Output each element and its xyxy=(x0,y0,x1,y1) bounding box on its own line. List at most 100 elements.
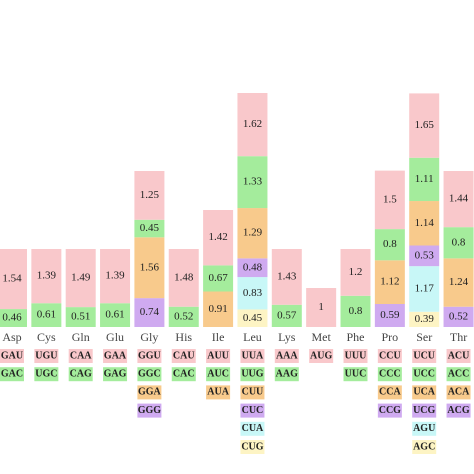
bar-segment xyxy=(65,249,96,308)
bar-segment xyxy=(237,93,268,157)
value-label: 1 xyxy=(318,301,324,313)
category-label: Met xyxy=(311,330,331,344)
codon-label: ACG xyxy=(447,405,469,416)
bar-segment xyxy=(374,303,405,327)
value-label: 1.33 xyxy=(243,176,263,188)
codon-box xyxy=(446,349,471,363)
bar-segment xyxy=(0,309,27,327)
value-label: 1.29 xyxy=(243,227,263,239)
value-label: 0.74 xyxy=(140,306,160,318)
category-label: Leu xyxy=(243,330,262,344)
codon-box xyxy=(309,349,334,363)
bar-segment xyxy=(134,219,165,238)
codon-box xyxy=(0,367,24,382)
codon-box xyxy=(377,349,402,363)
value-label: 0.91 xyxy=(208,303,227,315)
value-label: 1.42 xyxy=(208,231,227,243)
category-label: Ser xyxy=(416,330,432,344)
codon-label: UUU xyxy=(345,350,367,361)
bar-segment xyxy=(31,249,62,304)
bar-segment xyxy=(271,304,302,327)
bar-segment xyxy=(409,311,440,327)
bar-segment xyxy=(203,265,234,292)
value-label: 0.45 xyxy=(243,312,263,324)
value-label: 1.54 xyxy=(2,273,22,285)
codon-label: UCU xyxy=(413,350,435,361)
value-label: 1.39 xyxy=(37,270,57,282)
category-label: Glu xyxy=(106,330,124,344)
codon-label: UCG xyxy=(413,405,435,416)
codon-box xyxy=(34,367,59,382)
bar-segment xyxy=(237,277,268,310)
value-label: 0.51 xyxy=(71,311,90,323)
codon-label: GAC xyxy=(1,368,23,379)
value-label: 1.14 xyxy=(415,217,435,229)
bar-segment xyxy=(443,258,474,307)
codon-box xyxy=(274,349,299,363)
bar-segment xyxy=(65,307,96,327)
value-label: 0.48 xyxy=(243,261,263,273)
codon-box xyxy=(103,349,128,363)
codon-label: CCA xyxy=(379,387,401,398)
bar-segment xyxy=(0,249,27,310)
codon-box xyxy=(103,367,128,382)
codon-box xyxy=(137,385,162,400)
value-label: 0.52 xyxy=(449,310,468,322)
codon-label: GAG xyxy=(104,368,127,379)
value-label: 0.45 xyxy=(140,222,160,234)
codon-label: UCC xyxy=(413,368,435,379)
value-label: 1.5 xyxy=(383,193,397,205)
category-label: Pro xyxy=(382,330,399,344)
value-label: 1.62 xyxy=(243,118,262,130)
category-label: Gly xyxy=(140,330,158,344)
codon-label: UGC xyxy=(35,368,57,379)
value-label: 0.8 xyxy=(452,236,466,248)
codon-label: GGA xyxy=(138,387,162,398)
codon-box xyxy=(446,385,471,400)
bar-segment xyxy=(443,227,474,259)
bar-segment xyxy=(374,229,405,261)
category-label: Phe xyxy=(347,330,365,344)
bar-segment xyxy=(409,245,440,267)
codon-box xyxy=(137,349,162,363)
bar-segment xyxy=(271,249,302,305)
category-label: Cys xyxy=(37,330,56,344)
codon-box xyxy=(240,385,265,400)
codon-box xyxy=(446,367,471,382)
value-label: 0.46 xyxy=(2,312,22,324)
bar-segment xyxy=(203,291,234,327)
codon-label: AUU xyxy=(207,350,229,361)
codon-box xyxy=(412,349,437,363)
bar-segment xyxy=(306,288,337,327)
bar-segment xyxy=(237,156,268,209)
value-label: 0.8 xyxy=(349,305,363,317)
bar-segment xyxy=(443,171,474,228)
codon-box xyxy=(68,349,93,363)
codon-label: GGC xyxy=(138,368,161,379)
codon-label: ACU xyxy=(448,350,470,361)
bar-segment xyxy=(237,309,268,327)
bar-segment xyxy=(100,249,131,304)
codon-box xyxy=(137,403,162,418)
codon-label: CAG xyxy=(70,368,92,379)
codon-label: AGC xyxy=(413,441,435,452)
codon-label: CUG xyxy=(241,441,263,452)
codon-label: AUC xyxy=(207,368,229,379)
bar-segment xyxy=(134,171,165,220)
codon-box xyxy=(412,385,437,400)
category-label: Lys xyxy=(278,330,296,344)
codon-box xyxy=(412,367,437,382)
category-label: Ile xyxy=(212,330,225,344)
codon-box xyxy=(206,367,231,382)
codon-box xyxy=(137,367,162,382)
bar-segment xyxy=(168,249,199,307)
bar-segment xyxy=(409,157,440,202)
codon-label: AGU xyxy=(413,423,435,434)
codon-box xyxy=(0,349,24,363)
bar-segment xyxy=(100,303,131,327)
codon-label: CUA xyxy=(242,423,264,434)
category-label: Gln xyxy=(72,330,90,344)
codon-label: ACC xyxy=(448,368,470,379)
codon-box xyxy=(446,403,471,418)
value-label: 1.49 xyxy=(71,272,91,284)
